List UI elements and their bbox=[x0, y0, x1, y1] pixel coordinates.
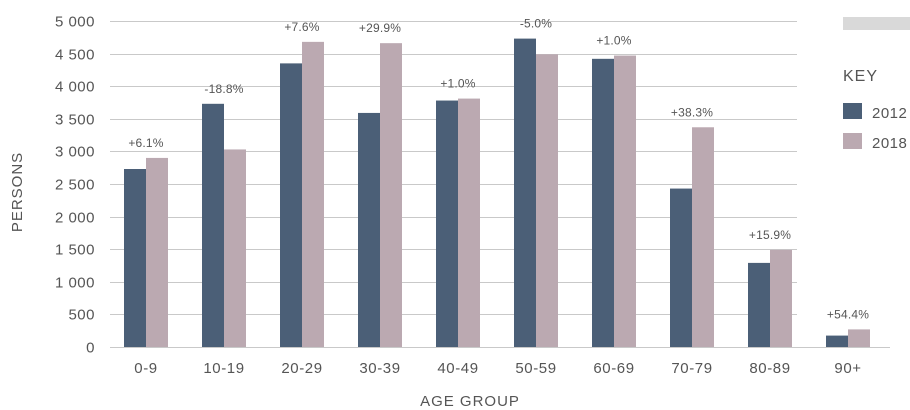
change-label-8: +15.9% bbox=[749, 228, 791, 242]
bar-2018-cat-4 bbox=[458, 98, 480, 347]
bar-2012-cat-5 bbox=[514, 38, 536, 347]
bar-2018-cat-5 bbox=[536, 54, 558, 347]
legend-swatch-2012 bbox=[843, 103, 862, 119]
y-tick-labels: 0 500 1 000 1 500 2 000 2 500 3 000 3 500 4 000 4… bbox=[55, 14, 95, 357]
bar-2012-cat-4 bbox=[436, 100, 458, 347]
x-tick-label-7: 70-79 bbox=[671, 360, 712, 377]
y-tick-label-5: 2 500 bbox=[55, 177, 95, 194]
bar-2012-cat-6 bbox=[592, 58, 614, 347]
bar-2018-cat-6 bbox=[614, 55, 636, 347]
bar-2012-cat-9 bbox=[826, 335, 848, 347]
change-label-7: +38.3% bbox=[671, 105, 713, 119]
x-tick-label-2: 20-29 bbox=[281, 360, 322, 377]
x-tick-label-3: 30-39 bbox=[359, 360, 400, 377]
change-labels: +6.1% -18.8% +7.6% +29.9% +1.0% -5.0% +1.0% +38… bbox=[128, 17, 869, 322]
bar-2012-cat-3 bbox=[358, 112, 380, 347]
change-label-2: +7.6% bbox=[284, 20, 319, 34]
bars bbox=[124, 38, 870, 347]
bar-2012-cat-1 bbox=[202, 103, 224, 347]
bar-2012-cat-2 bbox=[280, 63, 302, 347]
bar-2018-cat-0 bbox=[146, 157, 168, 347]
bar-2018-cat-7 bbox=[692, 127, 714, 347]
bar-2018-cat-9 bbox=[848, 329, 870, 347]
x-tick-label-4: 40-49 bbox=[437, 360, 478, 377]
y-tick-label-9: 4 500 bbox=[55, 47, 95, 64]
bar-2012-cat-8 bbox=[748, 262, 770, 347]
y-tick-label-6: 3 000 bbox=[55, 144, 95, 161]
y-tick-label-7: 3 500 bbox=[55, 112, 95, 129]
y-axis-label: PERSONS bbox=[9, 152, 26, 232]
bar-2012-cat-7 bbox=[670, 188, 692, 347]
legend-title: KEY bbox=[843, 68, 878, 85]
x-tick-label-5: 50-59 bbox=[515, 360, 556, 377]
y-tick-label-0: 0 bbox=[86, 340, 95, 357]
x-tick-label-9: 90+ bbox=[834, 360, 861, 377]
bar-2018-cat-3 bbox=[380, 43, 402, 347]
change-label-9: +54.4% bbox=[827, 307, 869, 321]
y-tick-label-3: 1 500 bbox=[55, 242, 95, 259]
y-tick-label-2: 1 000 bbox=[55, 275, 95, 292]
decorative-bar bbox=[843, 17, 910, 30]
bar-2018-cat-8 bbox=[770, 249, 792, 347]
change-label-0: +6.1% bbox=[128, 136, 163, 150]
bar-2012-cat-0 bbox=[124, 169, 146, 347]
legend-swatch-2018 bbox=[843, 133, 862, 149]
y-tick-label-8: 4 000 bbox=[55, 79, 95, 96]
y-tick-label-1: 500 bbox=[68, 307, 95, 324]
change-label-3: +29.9% bbox=[359, 21, 401, 35]
legend: KEY 2012 2018 bbox=[843, 68, 907, 152]
x-tick-label-6: 60-69 bbox=[593, 360, 634, 377]
x-tick-labels: 0-9 10-19 20-29 30-39 40-49 50-59 60-69 70-79 80… bbox=[134, 360, 861, 377]
legend-label-2012: 2012 bbox=[872, 105, 907, 122]
y-tick-label-10: 5 000 bbox=[55, 14, 95, 31]
x-tick-label-0: 0-9 bbox=[134, 360, 157, 377]
y-tick-label-4: 2 000 bbox=[55, 210, 95, 227]
bar-2018-cat-1 bbox=[224, 149, 246, 347]
x-axis-label: AGE GROUP bbox=[420, 393, 520, 410]
change-label-6: +1.0% bbox=[596, 34, 631, 48]
change-label-5: -5.0% bbox=[520, 17, 552, 31]
x-tick-label-8: 80-89 bbox=[749, 360, 790, 377]
change-label-4: +1.0% bbox=[440, 77, 475, 91]
bar-2018-cat-2 bbox=[302, 41, 324, 347]
x-tick-label-1: 10-19 bbox=[203, 360, 244, 377]
legend-label-2018: 2018 bbox=[872, 135, 907, 152]
change-label-1: -18.8% bbox=[204, 82, 243, 96]
